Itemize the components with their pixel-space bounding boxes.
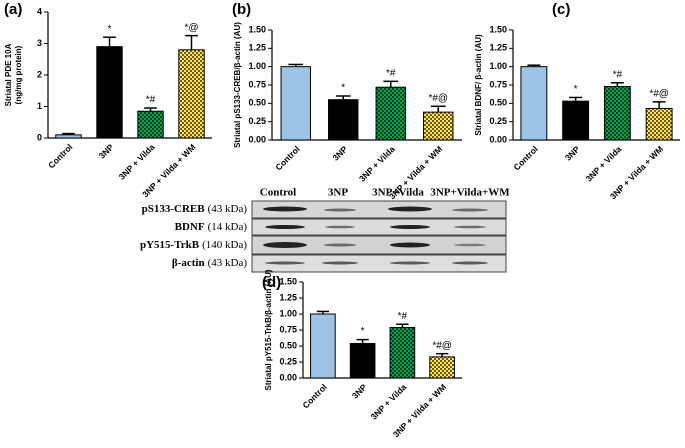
y-tick-label: 1.25 — [248, 43, 266, 53]
x-tick-label: 3NP + Vilda — [369, 382, 409, 422]
x-tick-label: 3NP + Vilda — [117, 142, 157, 182]
y-tick-label: 1.25 — [489, 43, 507, 53]
blot-row-label: pY515-TrkB (140 kDa) — [140, 239, 247, 251]
panel-label: (d) — [262, 274, 281, 291]
molecular-weight: (43 kDa) — [208, 203, 248, 215]
blot-column-label: Control — [260, 187, 296, 199]
y-tick-label: 0.25 — [279, 356, 297, 366]
blot-row-label: pS133-CREB (43 kDa) — [142, 203, 248, 215]
x-tick-label: Control — [46, 142, 74, 170]
bar — [520, 66, 548, 141]
x-tick-label: 3NP — [330, 144, 349, 163]
annotation: * — [574, 84, 578, 95]
x-tick-label: Control — [300, 382, 328, 410]
y-axis-label: Striatal pS133-CREB/β-actin (AU) — [233, 22, 242, 148]
molecular-weight: (140 kDa) — [202, 239, 247, 251]
annotation: *# — [613, 69, 623, 80]
panel-label: (b) — [232, 1, 251, 18]
annotation: *#@ — [428, 93, 448, 104]
blot-column-label: 3NP+Vilda — [372, 187, 424, 199]
bar — [389, 326, 416, 379]
y-tick-label: 0.00 — [279, 372, 297, 382]
molecular-weight: (43 kDa) — [208, 257, 248, 269]
x-tick-label: 3NP — [97, 142, 116, 161]
blot-row-label: β-actin (43 kDa) — [172, 257, 247, 269]
bar — [562, 100, 590, 141]
y-tick-label: 1.25 — [279, 292, 297, 302]
y-tick-label: 1.50 — [489, 24, 507, 34]
y-axis-label: Striatal BDNF/ β-actin (AU) — [474, 34, 483, 136]
y-tick-label: 4 — [37, 6, 42, 16]
panel-label: (a) — [4, 1, 22, 18]
protein-name: pY515-TrkB — [140, 239, 200, 251]
bar — [310, 313, 336, 379]
blot-column-label: 3NP+Vilda+WM — [430, 187, 510, 199]
bar — [280, 66, 311, 141]
y-tick-label: 0.50 — [489, 98, 507, 108]
panel-label: (c) — [552, 1, 570, 18]
y-tick-label: 1.00 — [489, 61, 507, 71]
x-tick-label: Control — [273, 144, 301, 172]
blot-column-label: 3NP — [328, 187, 348, 199]
annotation: *#@ — [432, 340, 452, 351]
y-tick-label: 0 — [37, 132, 42, 142]
annotation: * — [361, 326, 365, 337]
protein-name: β-actin — [172, 257, 205, 269]
blot-row-label: BDNF (14 kDa) — [175, 221, 248, 233]
bar — [429, 356, 455, 379]
bar — [178, 49, 205, 139]
protein-name: pS133-CREB — [142, 203, 206, 215]
bar — [423, 111, 454, 141]
bar — [375, 86, 406, 141]
y-tick-label: 0.00 — [489, 134, 507, 144]
bar — [55, 134, 82, 139]
y-axis-label: (ng/mg protein) — [14, 45, 23, 104]
x-tick-label: 3NP — [350, 382, 369, 401]
y-tick-label: 1.00 — [248, 61, 266, 71]
y-tick-label: 1.00 — [279, 308, 297, 318]
y-tick-label: 3 — [37, 38, 42, 48]
y-tick-label: 2 — [37, 69, 42, 79]
y-tick-label: 1.50 — [279, 276, 297, 286]
y-tick-label: 0.75 — [279, 324, 297, 334]
x-tick-label: 3NP + Vilda — [584, 144, 624, 184]
y-tick-label: 0.75 — [248, 79, 266, 89]
bar — [603, 85, 631, 141]
y-tick-label: 1.50 — [248, 24, 266, 34]
annotation: *# — [398, 311, 408, 322]
y-tick-label: 0.00 — [248, 134, 266, 144]
y-axis-label: Striatal pY515-TrkB/β-actin (AU) — [264, 269, 273, 390]
y-tick-label: 0.25 — [489, 116, 507, 126]
molecular-weight: (14 kDa) — [208, 221, 248, 233]
bar — [96, 46, 123, 139]
annotation: *@ — [184, 22, 198, 33]
bar — [349, 342, 376, 379]
y-axis-label: Striatal PDE 10A — [4, 43, 13, 106]
bar — [328, 99, 359, 141]
x-tick-label: 3NP + Vilda — [357, 144, 397, 184]
x-tick-label: 3NP — [563, 144, 582, 163]
annotation: * — [108, 24, 112, 35]
blot-strips — [251, 200, 507, 273]
y-tick-label: 0.25 — [248, 116, 266, 126]
y-tick-label: 0.50 — [248, 98, 266, 108]
annotation: *#@ — [649, 89, 669, 100]
annotation: *# — [386, 68, 396, 79]
bar — [645, 107, 673, 141]
y-tick-label: 1 — [37, 101, 42, 111]
x-tick-label: Control — [511, 144, 539, 172]
annotation: *# — [146, 95, 156, 106]
annotation: * — [341, 83, 345, 94]
protein-name: BDNF — [175, 221, 205, 233]
y-tick-label: 0.50 — [279, 340, 297, 350]
y-tick-label: 0.75 — [489, 79, 507, 89]
bar — [137, 110, 164, 139]
